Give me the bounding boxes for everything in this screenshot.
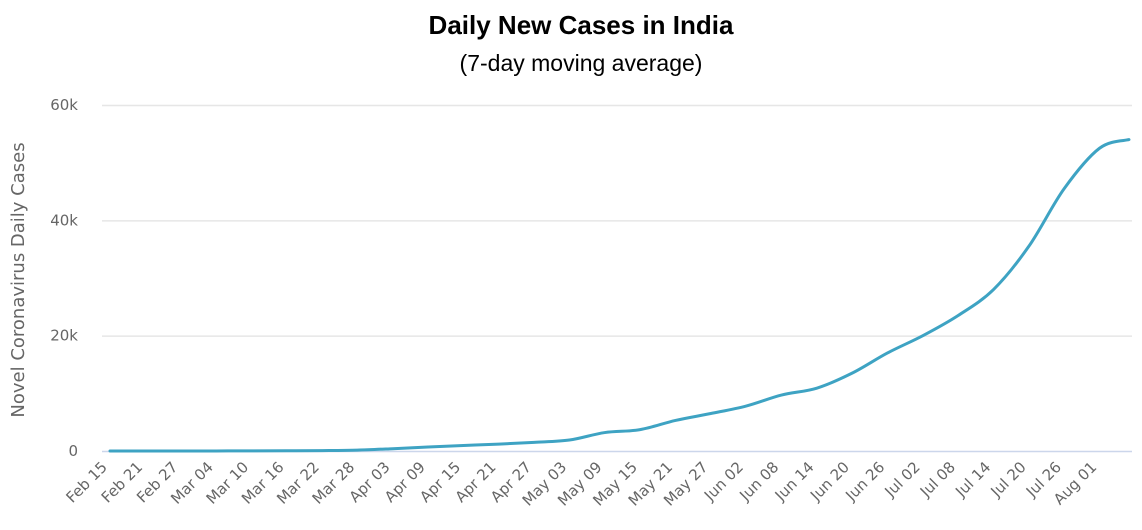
chart-subtitle: (7-day moving average) — [459, 50, 703, 76]
x-tick-label: Jun 26 — [841, 458, 888, 505]
x-tick-label: Jul 14 — [951, 458, 994, 501]
x-tick-label: Jun 08 — [735, 458, 782, 505]
y-tick-label: 40k — [50, 211, 78, 229]
y-tick-label: 60k — [50, 96, 78, 114]
x-tick-label: Jun 02 — [700, 458, 747, 505]
x-tick-label: Jun 14 — [771, 458, 818, 505]
y-axis-ticks: 0 20k 40k 60k — [50, 96, 78, 460]
y-tick-label: 0 — [68, 442, 78, 460]
y-tick-label: 20k — [50, 327, 78, 345]
gridlines — [102, 104, 1132, 337]
series-line — [108, 138, 1131, 453]
chart-title: Daily New Cases in India — [428, 10, 734, 40]
x-tick-label: Jul 08 — [916, 458, 959, 501]
x-tick-label: Jun 20 — [806, 458, 853, 505]
series-group — [108, 138, 1131, 453]
x-tick-label: Jul 20 — [987, 458, 1030, 501]
x-tick-label: Jul 02 — [881, 458, 924, 501]
y-axis-label: Novel Coronavirus Daily Cases — [8, 142, 29, 417]
